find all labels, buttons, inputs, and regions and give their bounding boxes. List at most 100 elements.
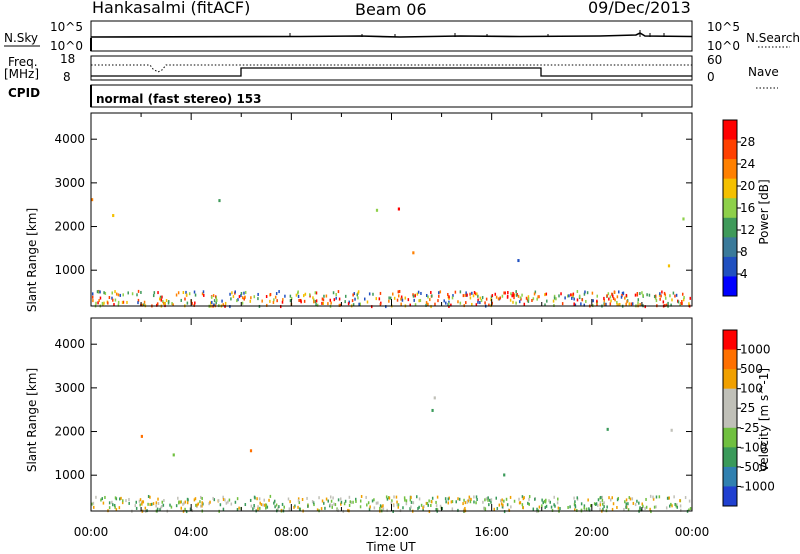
power-near-range-point (213, 303, 215, 307)
velocity-near-range-point (386, 497, 389, 501)
power-near-range-point (526, 298, 529, 302)
velocity-near-range-point (574, 504, 576, 508)
velocity-near-range-point (343, 502, 346, 506)
power-near-range-point (338, 297, 341, 301)
velocity-near-range-point (503, 499, 505, 503)
velocity-near-range-point (679, 504, 682, 508)
power-near-range-point (525, 296, 528, 300)
velocity-near-range-point (625, 505, 627, 509)
power-echo-point (667, 264, 671, 268)
velocity-near-range-point (180, 506, 183, 510)
velocity-near-range-point (439, 504, 442, 508)
power-near-range-point (512, 291, 514, 295)
nsearch-label: N.Search (746, 31, 800, 45)
velocity-near-range-point (391, 499, 393, 503)
velocity-ytick-label: 4000 (54, 337, 85, 351)
velocity-near-range-point (297, 497, 300, 501)
power-near-range-point (103, 301, 105, 305)
power-near-range-point (385, 305, 387, 309)
velocity-near-range-point (602, 507, 604, 511)
power-near-range-point (416, 292, 419, 296)
power-near-range-point (156, 303, 158, 307)
power-near-range-point (315, 291, 318, 295)
velocity-near-range-point (273, 499, 276, 503)
power-near-range-point (321, 297, 324, 301)
power-near-range-point (531, 298, 533, 302)
power-near-range-point (571, 293, 574, 297)
power-echo-point (375, 208, 379, 212)
power-near-range-point (552, 299, 555, 303)
velocity-near-range-point (253, 504, 255, 508)
power-near-range-point (122, 300, 125, 304)
power-near-range-point (634, 293, 637, 297)
power-near-range-point (464, 293, 467, 297)
velocity-near-range-point (485, 497, 488, 501)
power-near-range-point (229, 305, 231, 309)
power-near-range-point (603, 296, 605, 300)
velocity-near-range-point (108, 501, 111, 505)
power-near-range-point (639, 303, 641, 307)
power-panel: 1000 2000 3000 4000 Slant Range [km] 28 24 20… (25, 112, 771, 312)
power-near-range-point (114, 298, 117, 302)
power-near-range-point (127, 291, 129, 295)
x-tick-label: 00:00 (675, 525, 710, 539)
velocity-near-range-point (294, 504, 296, 508)
velocity-near-range-point (264, 503, 267, 507)
power-near-range-point (269, 299, 271, 303)
velocity-near-range-point (418, 497, 421, 501)
power-near-range-point (583, 303, 586, 307)
velocity-near-range-point (554, 504, 556, 508)
power-near-range-point (400, 302, 402, 306)
velocity-near-range-point (498, 503, 501, 507)
velocity-near-range-point (645, 497, 647, 501)
power-near-range-point (357, 296, 359, 300)
velocity-near-range-point (91, 502, 93, 506)
velocity-near-range-point (278, 505, 280, 509)
velocity-near-range-point (490, 498, 493, 502)
power-near-range-point (477, 300, 479, 304)
velocity-echo-point (249, 449, 253, 453)
velocity-echo-point (431, 408, 434, 412)
velocity-near-range-point (668, 496, 670, 500)
velocity-near-range-point (549, 500, 551, 504)
velocity-near-range-point (359, 505, 362, 509)
power-near-range-point (555, 297, 557, 301)
power-near-range-point (574, 303, 577, 307)
velocity-near-range-point (230, 502, 233, 506)
power-near-range-point (580, 302, 582, 306)
velocity-near-range-point (330, 499, 333, 503)
power-near-range-point (137, 289, 140, 293)
velocity-near-range-point (135, 506, 138, 510)
velocity-near-range-point (428, 499, 430, 503)
velocity-near-range-point (490, 500, 492, 504)
velocity-near-range-point (428, 510, 431, 514)
power-near-range-point (663, 291, 666, 295)
velocity-near-range-point (583, 504, 586, 508)
power-near-range-point (274, 295, 277, 299)
nsky-panel: N.Sky 10^5 10^0 10^5 10^0 N.Search (4, 20, 800, 53)
power-near-range-point (104, 291, 107, 295)
power-near-range-point (445, 301, 447, 305)
velocity-near-range-point (580, 502, 583, 506)
velocity-near-range-point (573, 496, 575, 500)
velocity-near-range-point (340, 500, 343, 504)
velocity-near-range-point (320, 507, 323, 511)
velocity-echo-point (503, 473, 506, 477)
velocity-near-range-point (595, 502, 597, 506)
power-near-range-point (215, 296, 218, 300)
power-near-range-point (558, 294, 560, 298)
velocity-near-range-point (513, 499, 516, 503)
power-near-range-point (583, 292, 586, 296)
velocity-near-range-point (532, 507, 535, 511)
power-near-range-point (427, 295, 429, 299)
power-near-range-point (232, 295, 235, 299)
velocity-near-range-point (277, 507, 279, 511)
velocity-near-range-point (347, 508, 349, 512)
velocity-near-range-point (464, 506, 466, 510)
velocity-near-range-point (603, 505, 605, 509)
velocity-near-range-point (382, 504, 384, 508)
velocity-near-range-point (668, 504, 671, 508)
velocity-near-range-point (551, 508, 554, 512)
velocity-colorbar-segment (723, 408, 737, 429)
